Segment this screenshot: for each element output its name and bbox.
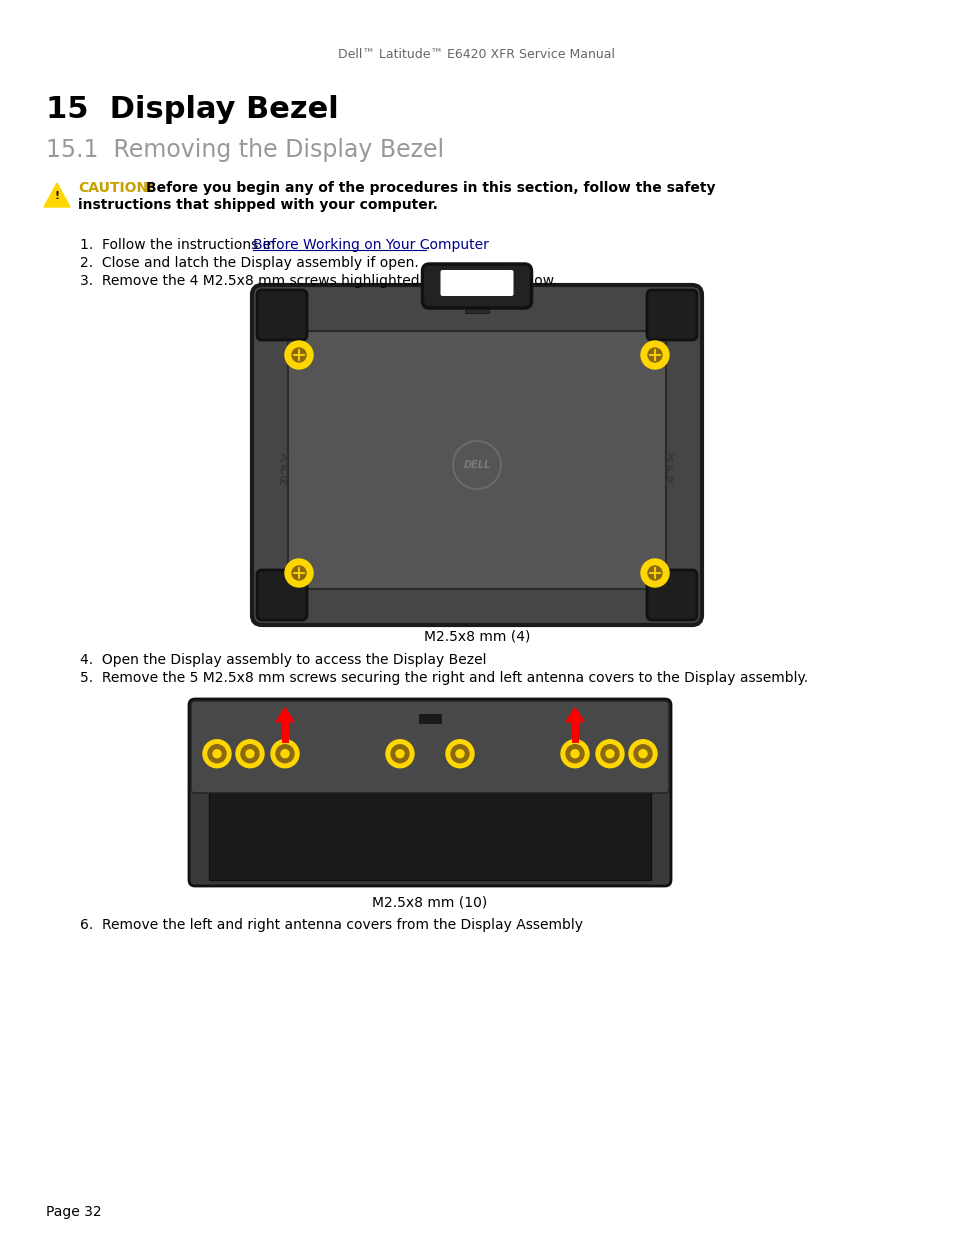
Text: CAUTION:: CAUTION: xyxy=(78,182,153,195)
Circle shape xyxy=(640,341,668,369)
Circle shape xyxy=(241,745,258,763)
Circle shape xyxy=(456,750,463,758)
Circle shape xyxy=(640,559,668,587)
Text: X
F
R: X F R xyxy=(279,452,289,488)
Circle shape xyxy=(600,745,618,763)
Circle shape xyxy=(453,441,500,489)
Circle shape xyxy=(647,348,661,362)
Text: DELL: DELL xyxy=(463,459,490,471)
Text: 2.  Close and latch the Display assembly if open.: 2. Close and latch the Display assembly … xyxy=(80,256,418,270)
Text: 3.  Remove the 4 M2.5x8 mm screws highlighted in the figure below.: 3. Remove the 4 M2.5x8 mm screws highlig… xyxy=(80,274,557,288)
Circle shape xyxy=(203,740,231,768)
FancyBboxPatch shape xyxy=(418,714,440,722)
Text: 15  Display Bezel: 15 Display Bezel xyxy=(46,95,338,124)
Circle shape xyxy=(285,341,313,369)
Circle shape xyxy=(628,740,657,768)
FancyBboxPatch shape xyxy=(256,571,307,620)
Text: 6.  Remove the left and right antenna covers from the Display Assembly: 6. Remove the left and right antenna cov… xyxy=(80,918,582,932)
Circle shape xyxy=(246,750,253,758)
FancyBboxPatch shape xyxy=(191,701,668,793)
FancyBboxPatch shape xyxy=(189,699,670,885)
Polygon shape xyxy=(275,708,294,721)
Text: .: . xyxy=(425,238,430,252)
FancyBboxPatch shape xyxy=(422,264,531,308)
Circle shape xyxy=(292,348,306,362)
Polygon shape xyxy=(44,183,70,207)
Circle shape xyxy=(281,750,289,758)
Circle shape xyxy=(565,745,583,763)
Text: M2.5x8 mm (10): M2.5x8 mm (10) xyxy=(372,895,487,909)
Circle shape xyxy=(647,566,661,580)
Circle shape xyxy=(560,740,588,768)
FancyBboxPatch shape xyxy=(256,290,307,340)
Text: Before you begin any of the procedures in this section, follow the safety: Before you begin any of the procedures i… xyxy=(146,182,715,195)
Text: Dell™ Latitude™ E6420 XFR Service Manual: Dell™ Latitude™ E6420 XFR Service Manual xyxy=(338,48,615,61)
Circle shape xyxy=(235,740,264,768)
FancyBboxPatch shape xyxy=(288,331,665,589)
Text: 15.1  Removing the Display Bezel: 15.1 Removing the Display Bezel xyxy=(46,138,444,162)
FancyBboxPatch shape xyxy=(252,285,701,625)
Text: Page 32: Page 32 xyxy=(46,1205,102,1219)
Text: X
F
R: X F R xyxy=(664,452,674,488)
Circle shape xyxy=(596,740,623,768)
FancyBboxPatch shape xyxy=(209,789,650,881)
Text: M2.5x8 mm (4): M2.5x8 mm (4) xyxy=(423,630,530,643)
Text: 1.  Follow the instructions in: 1. Follow the instructions in xyxy=(80,238,279,252)
Circle shape xyxy=(285,559,313,587)
Circle shape xyxy=(271,740,298,768)
Text: Before Working on Your Computer: Before Working on Your Computer xyxy=(253,238,488,252)
Circle shape xyxy=(391,745,409,763)
Circle shape xyxy=(213,750,221,758)
FancyBboxPatch shape xyxy=(646,290,697,340)
Circle shape xyxy=(451,745,469,763)
Circle shape xyxy=(395,750,403,758)
Circle shape xyxy=(208,745,226,763)
Circle shape xyxy=(386,740,414,768)
Circle shape xyxy=(292,566,306,580)
Circle shape xyxy=(446,740,474,768)
Text: instructions that shipped with your computer.: instructions that shipped with your comp… xyxy=(78,198,437,212)
Circle shape xyxy=(275,745,294,763)
FancyBboxPatch shape xyxy=(646,571,697,620)
FancyBboxPatch shape xyxy=(440,270,513,296)
Circle shape xyxy=(605,750,614,758)
Polygon shape xyxy=(565,708,583,721)
Text: 5.  Remove the 5 M2.5x8 mm screws securing the right and left antenna covers to : 5. Remove the 5 M2.5x8 mm screws securin… xyxy=(80,671,807,685)
FancyBboxPatch shape xyxy=(464,304,489,312)
Circle shape xyxy=(639,750,646,758)
Text: !: ! xyxy=(54,191,59,201)
Circle shape xyxy=(634,745,651,763)
Text: 4.  Open the Display assembly to access the Display Bezel: 4. Open the Display assembly to access t… xyxy=(80,653,486,667)
Circle shape xyxy=(571,750,578,758)
